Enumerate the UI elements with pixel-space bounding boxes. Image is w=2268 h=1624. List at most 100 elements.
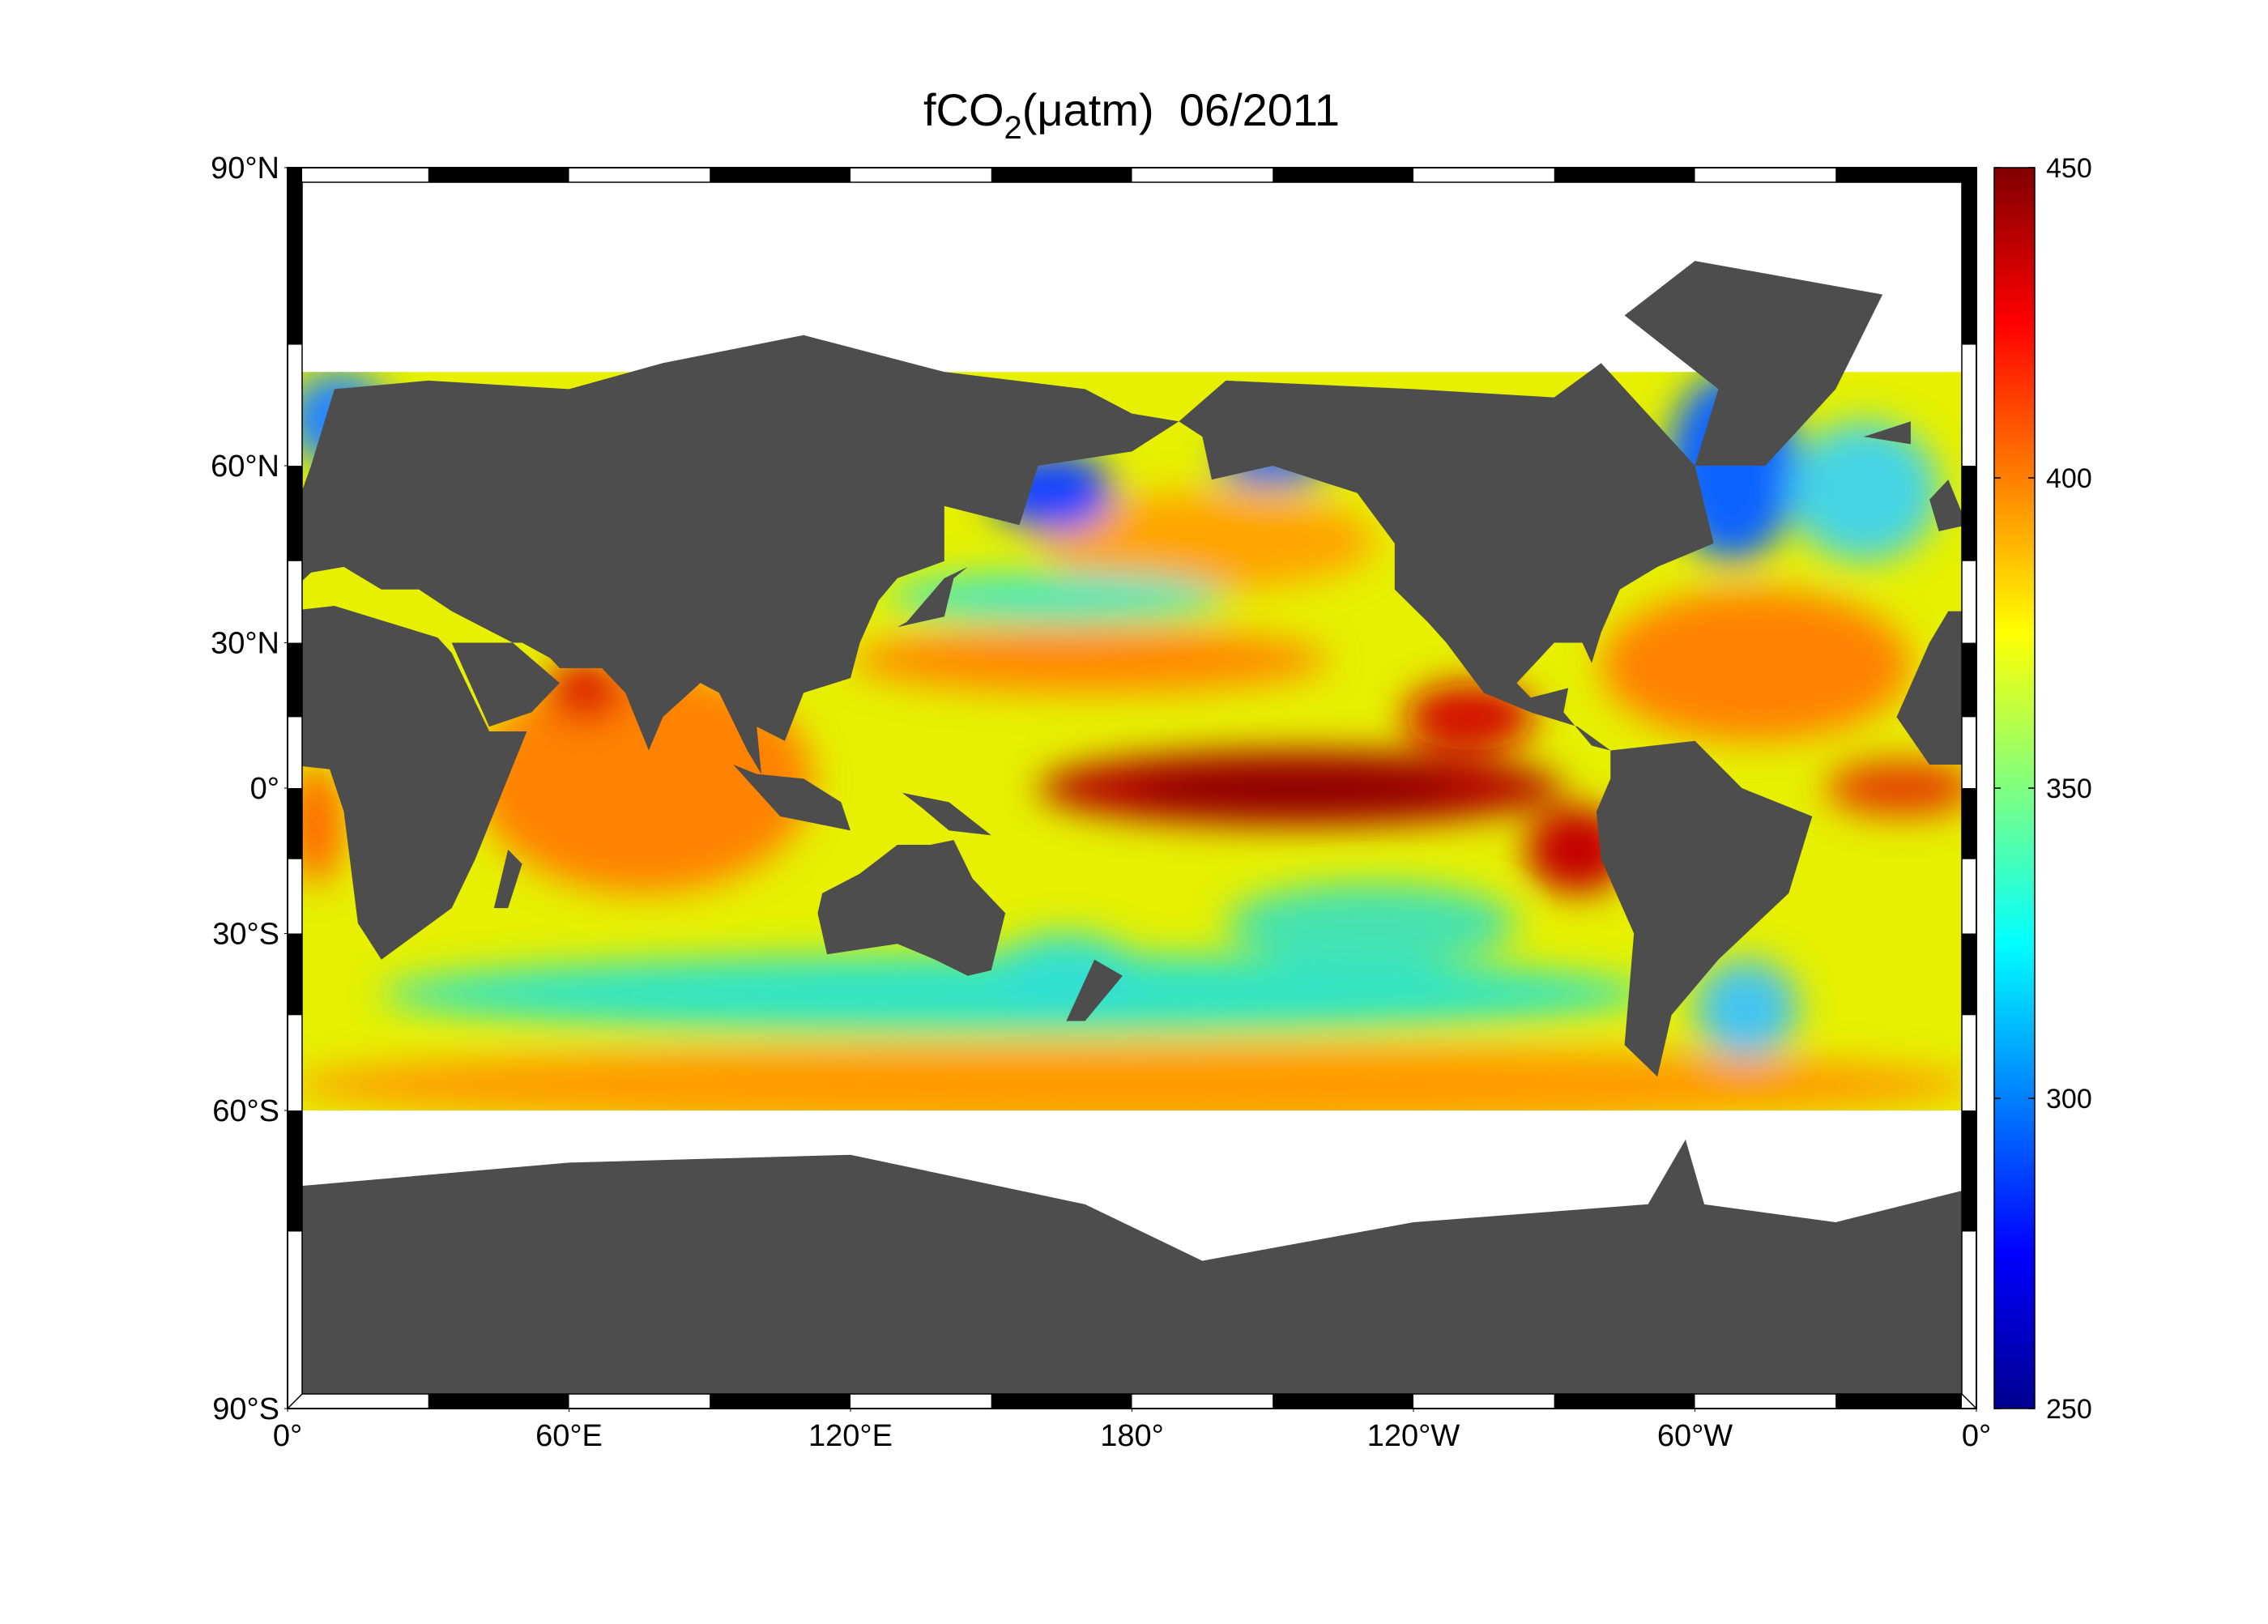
frame-band: [1835, 168, 1976, 182]
landmass: [897, 566, 968, 628]
frame-band: [569, 1394, 710, 1409]
x-tick-label: 0°: [1962, 1419, 1991, 1453]
frame-band: [288, 1231, 302, 1409]
frame-band: [1962, 1231, 1976, 1409]
frame-inner: [301, 181, 1963, 1395]
colorbar-tick-label: 350: [2046, 774, 2092, 804]
title-rest: (μatm) 06/2011: [1022, 84, 1340, 135]
ocean-patch: [1601, 589, 1911, 741]
frame-band: [288, 1110, 302, 1232]
frame-band: [1695, 168, 1836, 182]
landmass: [1179, 363, 1714, 751]
frame-band: [288, 344, 302, 466]
ocean-patch: [1226, 883, 1517, 965]
landmass: [451, 642, 560, 727]
frame-band: [288, 788, 302, 859]
frame-band: [288, 859, 302, 934]
colorbar-tick-label: 400: [2046, 463, 2092, 494]
frame-band: [710, 168, 850, 182]
frame-band: [1962, 717, 1976, 788]
colorbar: 250 300 350 400 450: [1993, 153, 2092, 1425]
frame-band: [1554, 168, 1695, 182]
y-tick-label: 0°: [250, 772, 279, 806]
colorbar-tick-label: 450: [2046, 153, 2092, 184]
frame-band: [428, 168, 569, 182]
frame-band: [850, 1394, 991, 1409]
x-tick-label: 120°E: [808, 1419, 893, 1453]
frame-band: [1962, 168, 1976, 345]
y-tick-label: 60°N: [211, 450, 279, 484]
landmass: [1596, 740, 1813, 1077]
x-tick-label: 0°: [273, 1419, 302, 1453]
frame-band: [991, 168, 1132, 182]
frame-band: [1554, 1394, 1695, 1409]
frame-band: [1962, 465, 1976, 561]
ocean-patch: [888, 572, 1226, 622]
x-tick-label: 60°W: [1657, 1419, 1733, 1453]
title-main: fCO: [923, 84, 1004, 135]
ocean-patch: [850, 627, 1329, 693]
frame-band: [288, 642, 302, 718]
frame-corner: [1961, 1393, 1977, 1409]
y-tick-label: 90°S: [212, 1392, 279, 1426]
landmass: [1864, 421, 1911, 445]
frame-band: [1962, 1015, 1976, 1111]
frame-band: [1962, 859, 1976, 934]
frame-band: [850, 168, 991, 182]
x-tick-label: 120°W: [1367, 1419, 1460, 1453]
frame-band: [1132, 1394, 1273, 1409]
ocean-patch: [475, 667, 813, 893]
frame-corner: [1961, 167, 1977, 183]
frame-band: [288, 561, 302, 643]
landmass: [1066, 959, 1123, 1021]
frame-band: [1413, 1394, 1554, 1409]
frame-band: [1962, 788, 1976, 859]
frame-band: [288, 465, 302, 561]
ocean-patch: [545, 658, 625, 722]
y-tick-label: 30°S: [212, 917, 279, 951]
ocean-patch: [1788, 421, 1939, 561]
landmass: [1896, 611, 1976, 765]
landmass: [733, 764, 850, 831]
frame-band: [569, 168, 710, 182]
frame-band: [1962, 1110, 1976, 1232]
y-tick-label: 30°N: [211, 627, 279, 661]
landmass: [288, 1139, 1976, 1409]
frame-band: [288, 168, 428, 182]
ocean-patch: [1695, 959, 1798, 1058]
ocean-patch: [288, 1045, 1976, 1111]
ocean-patches: [288, 372, 1976, 1111]
colorbar-tick-label: 250: [2046, 1394, 2092, 1425]
landmass: [902, 792, 991, 836]
landmass: [817, 840, 1006, 976]
frame-band: [428, 1394, 569, 1409]
frame-band: [1273, 1394, 1413, 1409]
frame-band: [1695, 1394, 1836, 1409]
frame-corner: [287, 167, 303, 183]
frame-band: [288, 717, 302, 788]
x-tick-label: 180°: [1100, 1419, 1164, 1453]
frame-band: [1962, 561, 1976, 643]
frame-band: [1835, 1394, 1976, 1409]
landmass: [493, 849, 522, 909]
ocean-patch: [991, 933, 1142, 1021]
frame-corner: [287, 1393, 303, 1409]
landmass: [288, 606, 527, 960]
frame-band: [710, 1394, 850, 1409]
land: [288, 261, 1976, 1409]
frame-band: [1962, 344, 1976, 466]
frame-band: [1962, 642, 1976, 718]
frame-band: [288, 933, 302, 1016]
frame-band: [1962, 933, 1976, 1016]
title-subscript: 2: [1004, 110, 1022, 146]
landmass: [1624, 261, 1883, 466]
frame-band: [1273, 168, 1413, 182]
ocean-patch: [1038, 492, 1376, 590]
ocean-patch: [1132, 764, 1460, 812]
x-tick-label: 60°E: [535, 1419, 603, 1453]
ocean-patch: [1826, 760, 1976, 816]
frame-band: [1413, 168, 1554, 182]
landmass: [1929, 480, 1967, 531]
frame-band: [1132, 168, 1273, 182]
frame-band: [288, 1394, 428, 1409]
